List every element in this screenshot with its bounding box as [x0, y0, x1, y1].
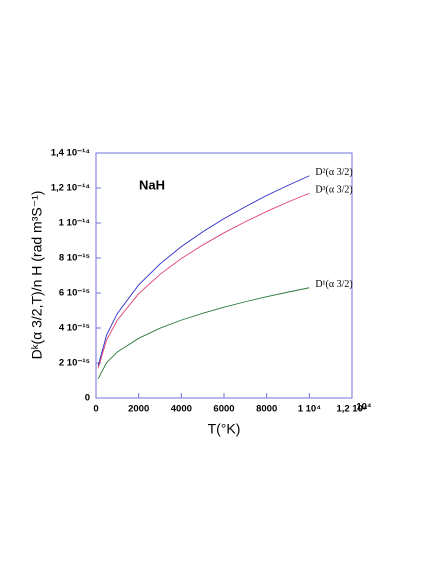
y-tick-label: 0 — [85, 393, 90, 404]
plot-frame — [95, 152, 353, 399]
series-line — [97, 175, 310, 366]
y-axis-label: Dᵏ(α 3/2,T)/n H (rad m³S⁻¹) — [29, 191, 45, 360]
y-tick-label: 2 10⁻¹⁵ — [59, 358, 90, 369]
y-tick-label: 1,2 10⁻¹⁴ — [51, 183, 91, 194]
y-tick-label: 8 10⁻¹⁵ — [59, 253, 90, 264]
series-line — [97, 287, 310, 379]
x-exponent-note: 10⁴ — [356, 402, 372, 413]
series-line — [97, 192, 310, 369]
annotation: NaH — [139, 177, 165, 192]
series-label: D²(α 3/2) — [315, 167, 352, 178]
x-axis-label: T(°K) — [208, 421, 241, 437]
x-tick-label: 6000 — [213, 404, 234, 415]
x-tick-label: 2000 — [128, 404, 149, 415]
x-tick-label: 1,2 10⁴ — [336, 404, 367, 415]
y-tick-label: 4 10⁻¹⁵ — [59, 323, 90, 334]
x-tick-label: 4000 — [171, 404, 192, 415]
series-label: D³(α 3/2) — [315, 185, 352, 196]
y-tick-label: 6 10⁻¹⁵ — [59, 288, 90, 299]
x-tick-label: 0 — [93, 404, 98, 415]
x-tick-label: 1 10⁴ — [298, 404, 321, 415]
series-label: D¹(α 3/2) — [315, 279, 352, 290]
x-tick-label: 8000 — [256, 404, 277, 415]
y-tick-label: 1,4 10⁻¹⁴ — [51, 148, 91, 159]
y-tick-label: 1 10⁻¹⁴ — [59, 218, 91, 229]
